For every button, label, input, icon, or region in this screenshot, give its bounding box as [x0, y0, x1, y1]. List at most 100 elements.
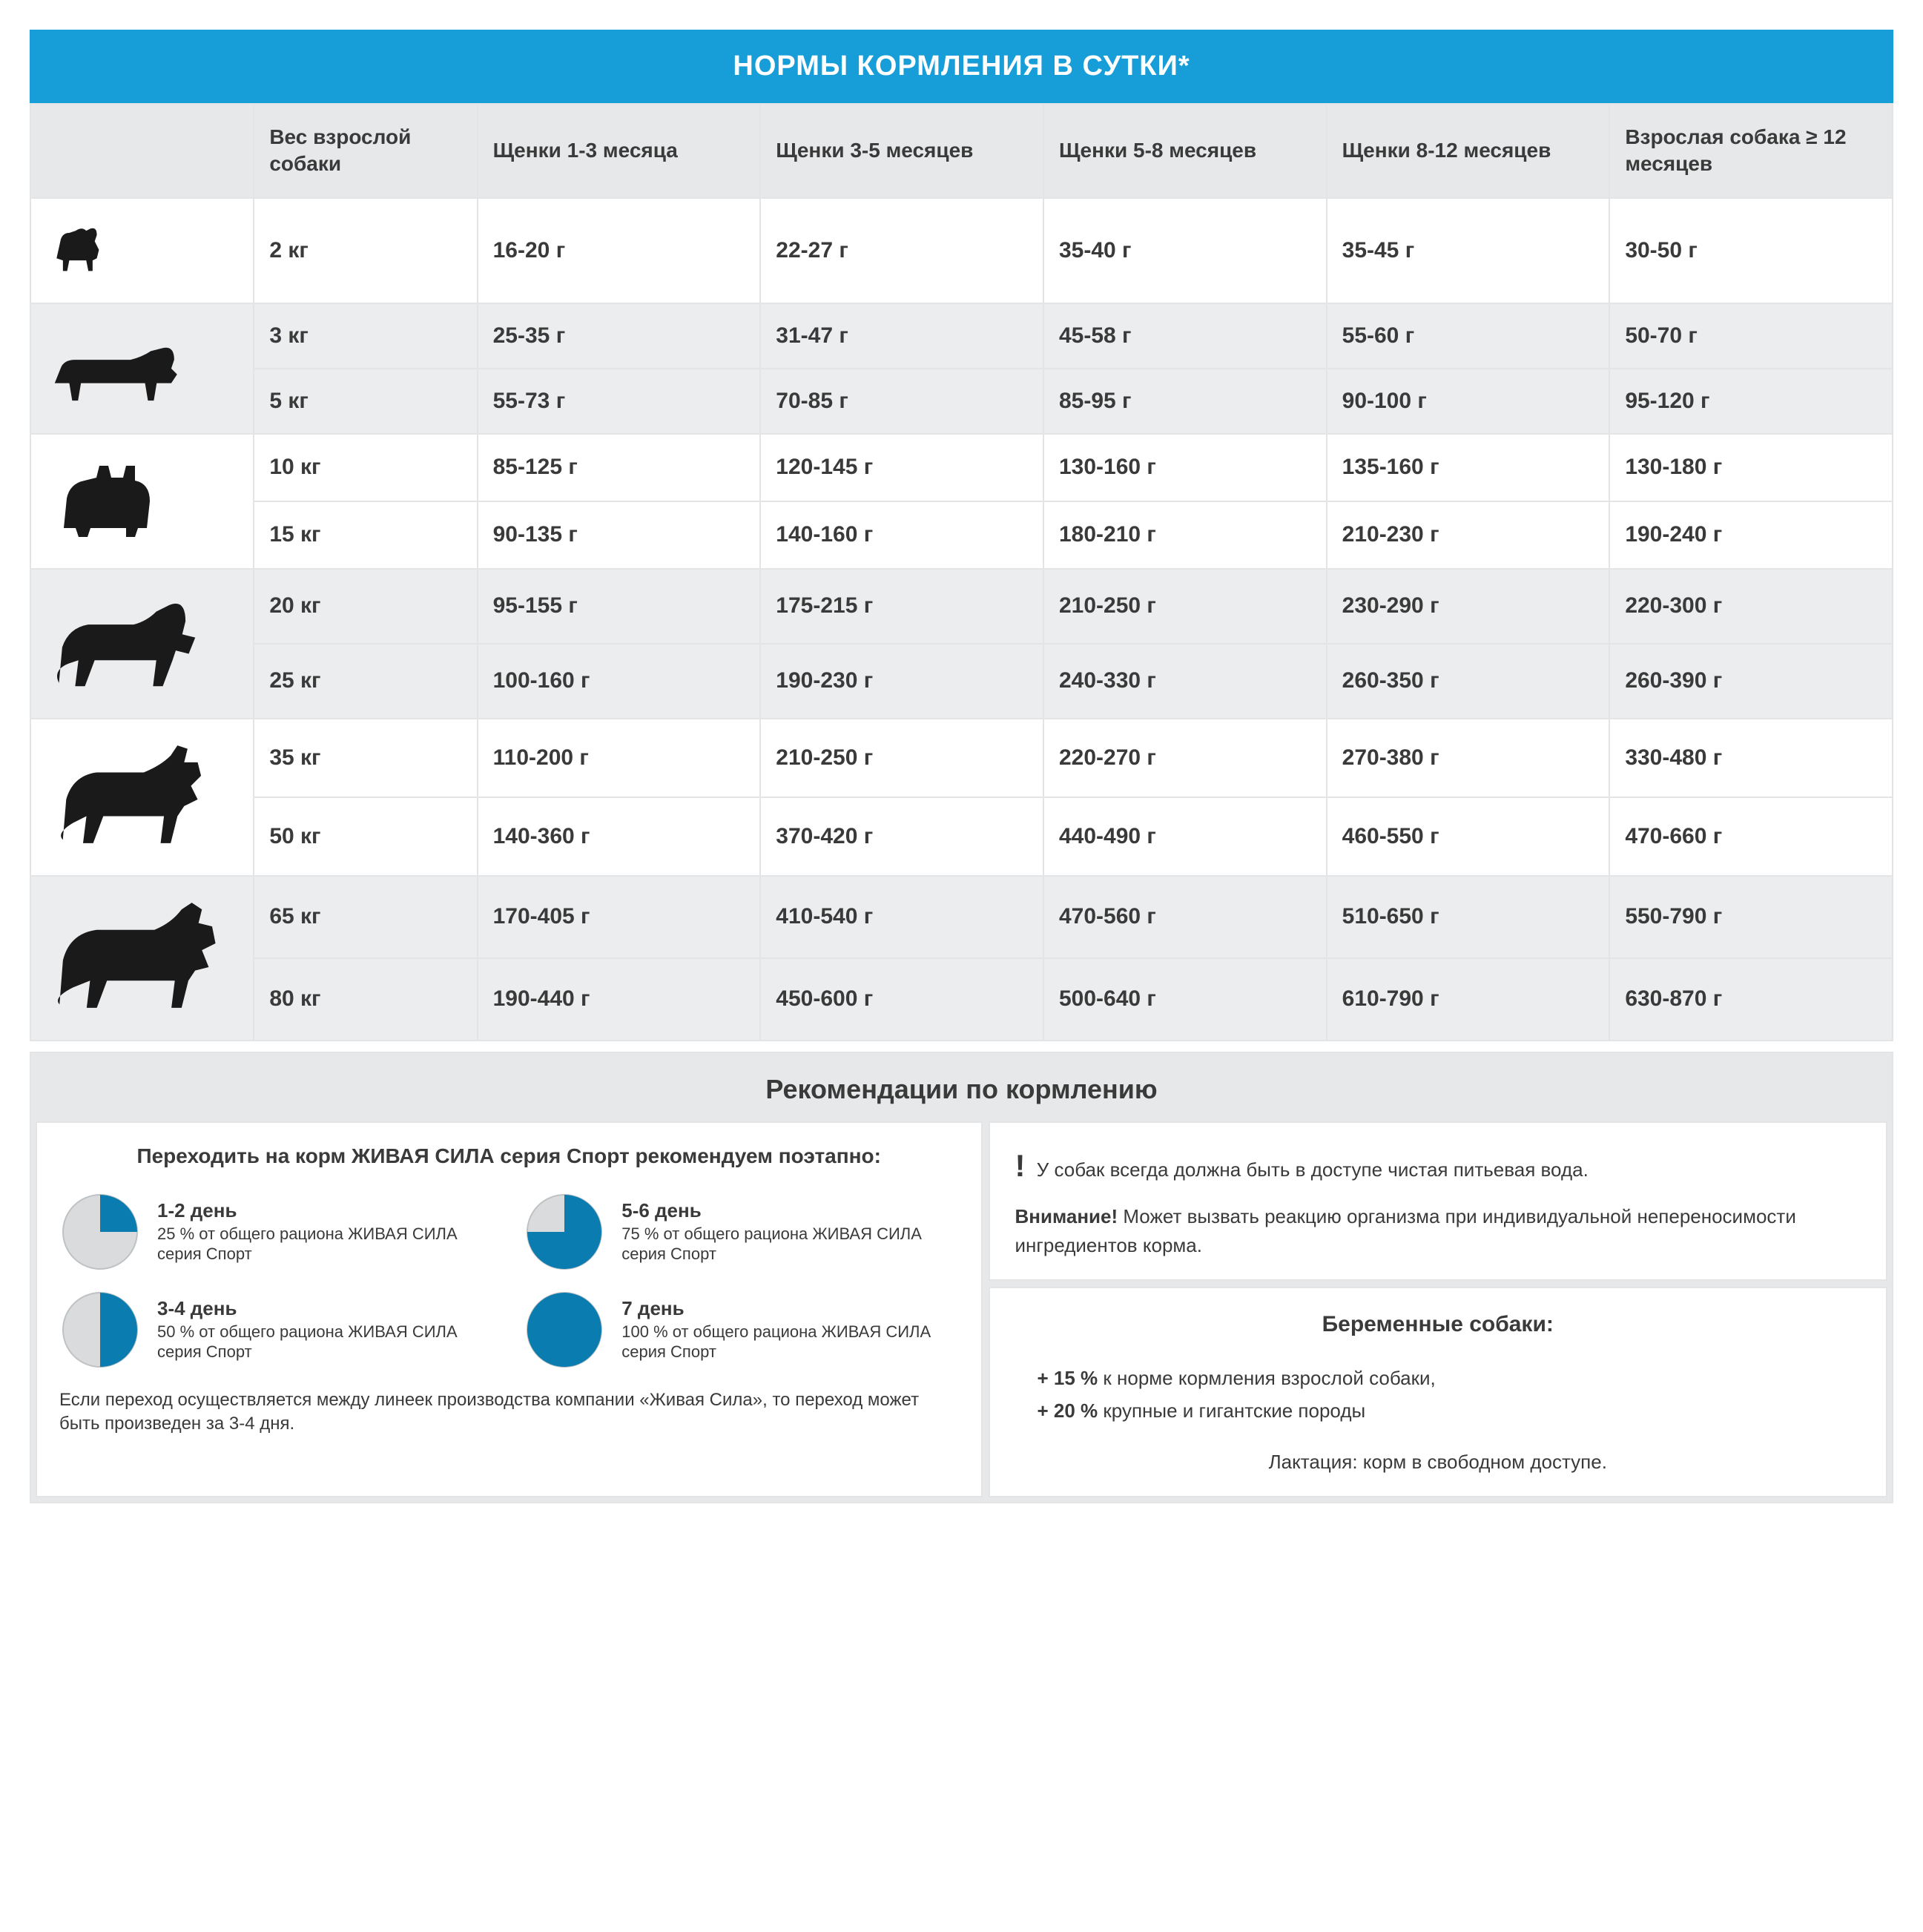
header-weight: Вес взрослой собаки — [254, 104, 477, 198]
pie-text: 50 % от общего рациона ЖИВАЯ СИЛА серия … — [157, 1322, 494, 1362]
reco-left-note: Если переход осуществляется между линеек… — [59, 1388, 959, 1437]
dog-icon-cell — [30, 876, 254, 1041]
value-cell: 140-360 г — [478, 797, 761, 876]
dog-icon-cell — [30, 719, 254, 876]
reco-right-top: ! У собак всегда должна быть в доступе ч… — [989, 1121, 1888, 1281]
value-cell: 270-380 г — [1327, 719, 1610, 797]
warning-text: Может вызвать реакцию организма при инди… — [1015, 1205, 1796, 1256]
value-cell: 175-215 г — [760, 569, 1043, 644]
value-cell: 130-160 г — [1043, 434, 1327, 501]
value-cell: 470-560 г — [1043, 876, 1327, 958]
value-cell: 70-85 г — [760, 369, 1043, 434]
table-row: 20 кг95-155 г175-215 г210-250 г230-290 г… — [30, 569, 1893, 644]
value-cell: 500-640 г — [1043, 958, 1327, 1041]
table-row: 65 кг170-405 г410-540 г470-560 г510-650 … — [30, 876, 1893, 958]
value-cell: 25-35 г — [478, 303, 761, 369]
value-cell: 440-490 г — [1043, 797, 1327, 876]
preg-line-1: + 15 % к норме кормления взрослой собаки… — [1038, 1362, 1861, 1394]
value-cell: 230-290 г — [1327, 569, 1610, 644]
value-cell: 260-350 г — [1327, 644, 1610, 719]
weight-cell: 50 кг — [254, 797, 477, 876]
value-cell: 35-45 г — [1327, 198, 1610, 303]
pie-day: 3-4 день — [157, 1297, 494, 1320]
value-cell: 30-50 г — [1609, 198, 1893, 303]
dog-dachshund-icon — [46, 325, 186, 406]
weight-cell: 20 кг — [254, 569, 477, 644]
value-cell: 31-47 г — [760, 303, 1043, 369]
pie-row: 1-2 день 25 % от общего рациона ЖИВАЯ СИ… — [59, 1191, 494, 1273]
value-cell: 470-660 г — [1609, 797, 1893, 876]
pie-row: 7 день 100 % от общего рациона ЖИВАЯ СИЛ… — [524, 1289, 958, 1371]
weight-cell: 5 кг — [254, 369, 477, 434]
pie-day: 1-2 день — [157, 1199, 494, 1222]
value-cell: 240-330 г — [1043, 644, 1327, 719]
value-cell: 460-550 г — [1327, 797, 1610, 876]
pie-day: 5-6 день — [621, 1199, 958, 1222]
preg-line-2: + 20 % крупные и гигантские породы — [1038, 1394, 1861, 1427]
pie-icon — [524, 1289, 605, 1371]
water-note: У собак всегда должна быть в доступе чис… — [1037, 1158, 1589, 1181]
dog-husky-icon — [46, 739, 214, 850]
value-cell: 95-120 г — [1609, 369, 1893, 434]
value-cell: 50-70 г — [1609, 303, 1893, 369]
table-row: 10 кг85-125 г120-145 г130-160 г135-160 г… — [30, 434, 1893, 501]
weight-cell: 25 кг — [254, 644, 477, 719]
header-8-12: Щенки 8-12 месяцев — [1327, 104, 1610, 198]
value-cell: 210-250 г — [760, 719, 1043, 797]
pie-row: 5-6 день 75 % от общего рациона ЖИВАЯ СИ… — [524, 1191, 958, 1273]
pie-text: 100 % от общего рациона ЖИВАЯ СИЛА серия… — [621, 1322, 958, 1362]
value-cell: 190-440 г — [478, 958, 761, 1041]
pie-row: 3-4 день 50 % от общего рациона ЖИВАЯ СИ… — [59, 1289, 494, 1371]
table-row: 25 кг100-160 г190-230 г240-330 г260-350 … — [30, 644, 1893, 719]
value-cell: 55-60 г — [1327, 303, 1610, 369]
exclaim-icon: ! — [1015, 1148, 1026, 1183]
value-cell: 100-160 г — [478, 644, 761, 719]
dog-large-icon — [46, 896, 222, 1015]
warning-label: Внимание! — [1015, 1205, 1118, 1227]
table-row: 35 кг110-200 г210-250 г220-270 г270-380 … — [30, 719, 1893, 797]
value-cell: 140-160 г — [760, 501, 1043, 569]
value-cell: 610-790 г — [1327, 958, 1610, 1041]
value-cell: 135-160 г — [1327, 434, 1610, 501]
table-row: 50 кг140-360 г370-420 г440-490 г460-550 … — [30, 797, 1893, 876]
reco-pregnant-box: Беременные собаки: + 15 % к норме кормле… — [989, 1287, 1888, 1497]
value-cell: 85-125 г — [478, 434, 761, 501]
dog-toy-icon — [46, 218, 110, 277]
pie-icon — [524, 1191, 605, 1273]
value-cell: 260-390 г — [1609, 644, 1893, 719]
value-cell: 220-300 г — [1609, 569, 1893, 644]
dog-medium-icon — [46, 589, 202, 693]
value-cell: 220-270 г — [1043, 719, 1327, 797]
reco-left-title: Переходить на корм ЖИВАЯ СИЛА серия Спор… — [59, 1142, 959, 1170]
pie-text: 75 % от общего рациона ЖИВАЯ СИЛА серия … — [621, 1224, 958, 1265]
reco-title: Рекомендации по кормлению — [36, 1058, 1887, 1121]
header-5-8: Щенки 5-8 месяцев — [1043, 104, 1327, 198]
value-cell: 95-155 г — [478, 569, 761, 644]
weight-cell: 15 кг — [254, 501, 477, 569]
weight-cell: 35 кг — [254, 719, 477, 797]
dog-icon-cell — [30, 303, 254, 434]
value-cell: 210-230 г — [1327, 501, 1610, 569]
value-cell: 550-790 г — [1609, 876, 1893, 958]
table-header-row: Вес взрослой собаки Щенки 1-3 месяца Щен… — [30, 104, 1893, 198]
pie-label: 3-4 день 50 % от общего рациона ЖИВАЯ СИ… — [157, 1297, 494, 1362]
value-cell: 22-27 г — [760, 198, 1043, 303]
value-cell: 35-40 г — [1043, 198, 1327, 303]
weight-cell: 10 кг — [254, 434, 477, 501]
header-1-3: Щенки 1-3 месяца — [478, 104, 761, 198]
pie-day: 7 день — [621, 1297, 958, 1320]
header-icon — [30, 104, 254, 198]
value-cell: 450-600 г — [760, 958, 1043, 1041]
value-cell: 45-58 г — [1043, 303, 1327, 369]
value-cell: 90-135 г — [478, 501, 761, 569]
preg-title: Беременные собаки: — [1015, 1308, 1861, 1341]
value-cell: 190-240 г — [1609, 501, 1893, 569]
weight-cell: 80 кг — [254, 958, 477, 1041]
pie-icon — [59, 1191, 141, 1273]
table-row: 15 кг90-135 г140-160 г180-210 г210-230 г… — [30, 501, 1893, 569]
table-row: 80 кг190-440 г450-600 г500-640 г610-790 … — [30, 958, 1893, 1041]
value-cell: 130-180 г — [1609, 434, 1893, 501]
reco-left-box: Переходить на корм ЖИВАЯ СИЛА серия Спор… — [36, 1121, 983, 1497]
value-cell: 630-870 г — [1609, 958, 1893, 1041]
weight-cell: 2 кг — [254, 198, 477, 303]
